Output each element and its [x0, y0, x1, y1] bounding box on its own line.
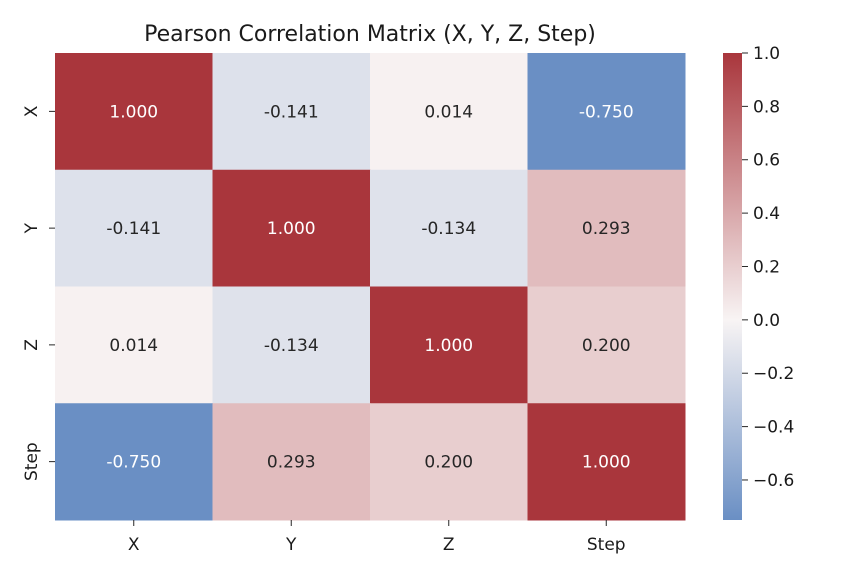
x-axis: X Y Z Step	[128, 520, 626, 555]
cell-value-label: 1.000	[267, 219, 316, 239]
colorbar-tick-label: 0.6	[753, 151, 780, 171]
cell-value-label: -0.134	[264, 336, 319, 356]
cell-value-label: -0.134	[421, 219, 476, 239]
x-tick-label: X	[128, 535, 140, 555]
heatmap-cells: 1.000 -0.141 0.014 -0.750 -0.141 1.000 -0.134 0…	[55, 53, 686, 521]
x-tick-label: Z	[443, 535, 455, 555]
y-tick-label: Step	[22, 442, 42, 481]
heatmap-cell-y-step	[527, 169, 686, 287]
heatmap-cell-z-z	[370, 286, 528, 404]
colorbar-tick-label: −0.4	[753, 418, 794, 438]
chart-title: Pearson Correlation Matrix (X, Y, Z, Ste…	[144, 22, 596, 47]
heatmap-cell-step-step	[527, 403, 686, 521]
colorbar-ticks: 1.0 0.8 0.6 0.4 0.2 0.0 −0.2 −0.4 −0.6	[742, 44, 794, 491]
cell-value-label: 1.000	[424, 336, 473, 356]
colorbar-tick-label: −0.2	[753, 364, 794, 384]
y-axis: X Y Z Step	[22, 105, 55, 481]
colorbar-tick-label: 0.2	[753, 257, 780, 277]
heatmap-cell-y-z	[370, 169, 528, 287]
colorbar-tick-label: 0.8	[753, 97, 780, 117]
cell-value-label: 1.000	[582, 453, 631, 473]
cell-value-label: -0.750	[579, 102, 634, 122]
colorbar-tick-label: −0.6	[753, 471, 794, 491]
y-tick-label: X	[22, 105, 42, 117]
cell-value-label: 1.000	[109, 102, 158, 122]
cell-value-label: 0.014	[424, 102, 473, 122]
x-tick-label: Y	[285, 535, 297, 555]
heatmap-cell-step-x	[55, 403, 213, 521]
cell-value-label: 0.014	[109, 336, 158, 356]
x-tick-label: Step	[587, 535, 626, 555]
colorbar-tick-label: 1.0	[753, 44, 780, 64]
cell-value-label: -0.750	[106, 453, 161, 473]
colorbar-gradient	[723, 53, 742, 520]
heatmap-cell-x-step	[527, 53, 686, 171]
heatmap-cell-x-y	[212, 53, 371, 171]
heatmap-cell-z-x	[55, 286, 213, 404]
colorbar-tick-label: 0.0	[753, 311, 780, 331]
y-tick-label: Z	[22, 339, 42, 351]
cell-value-label: 0.200	[424, 453, 473, 473]
y-tick-label: Y	[22, 222, 42, 234]
heatmap-cell-step-y	[212, 403, 371, 521]
colorbar	[723, 53, 742, 520]
heatmap-cell-y-y	[212, 169, 371, 287]
cell-value-label: -0.141	[106, 219, 161, 239]
heatmap-cell-y-x	[55, 169, 213, 287]
cell-value-label: 0.293	[582, 219, 631, 239]
heatmap-cell-z-step	[527, 286, 686, 404]
cell-value-label: 0.293	[267, 453, 316, 473]
heatmap-cell-step-z	[370, 403, 528, 521]
cell-value-label: 0.200	[582, 336, 631, 356]
heatmap-cell-x-x	[55, 53, 213, 171]
cell-value-label: -0.141	[264, 102, 319, 122]
heatmap-cell-z-y	[212, 286, 371, 404]
colorbar-tick-label: 0.4	[753, 204, 780, 224]
heatmap-cell-x-z	[370, 53, 528, 171]
